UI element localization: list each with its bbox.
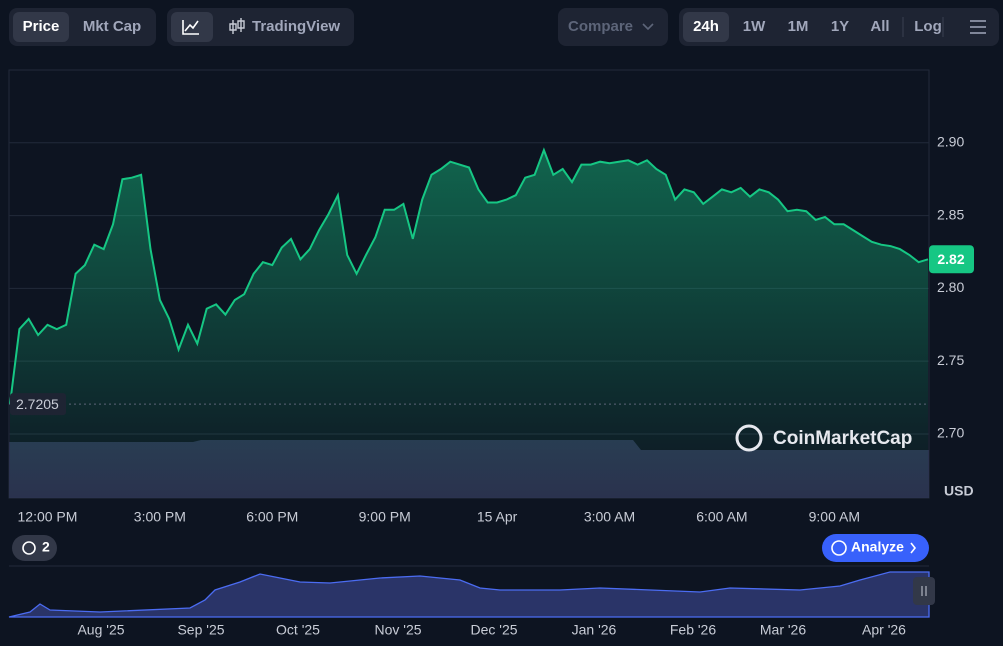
y-tick-label: 2.80 <box>937 279 964 295</box>
button-label[interactable]: TradingView <box>252 18 340 35</box>
x-tick-label: 3:00 PM <box>134 509 186 525</box>
button-label[interactable]: All <box>870 18 889 35</box>
navigator-label: Oct '25 <box>276 622 320 638</box>
y-tick-label: 2.85 <box>937 206 964 222</box>
x-tick-label: 6:00 PM <box>246 509 298 525</box>
x-tick-label: 3:00 AM <box>584 509 635 525</box>
y-tick-label: 2.70 <box>937 425 964 441</box>
navigator-label: Feb '26 <box>670 622 716 638</box>
button-label[interactable]: Compare <box>568 18 633 35</box>
button[interactable] <box>558 8 668 46</box>
analyze-button[interactable] <box>822 534 929 562</box>
watermark: CoinMarketCap <box>773 428 912 449</box>
toggle-group <box>679 8 999 46</box>
button-label[interactable]: 1Y <box>831 18 849 35</box>
area <box>10 150 928 498</box>
start-price-badge <box>10 393 66 416</box>
line-icon <box>182 20 199 35</box>
price-line <box>9 147 929 405</box>
y-tick-label: 2.75 <box>937 352 964 368</box>
button-label[interactable]: 1M <box>788 18 809 35</box>
button-label[interactable]: Mkt Cap <box>83 18 141 35</box>
history-count[interactable]: 2 <box>42 539 50 555</box>
navigator-label: Mar '26 <box>760 622 806 638</box>
navigator-label: Sep '25 <box>177 622 224 638</box>
plot: 2.7205 2.82 <box>9 147 974 498</box>
button[interactable] <box>13 12 69 42</box>
navigator-label: Dec '25 <box>470 622 517 638</box>
navigator-label: Aug '25 <box>77 622 124 638</box>
chevron <box>910 542 917 554</box>
x-tick-label: 9:00 PM <box>359 509 411 525</box>
current-price-label: 2.82 <box>937 251 964 267</box>
logo <box>735 424 763 452</box>
current-price-badge <box>929 245 974 274</box>
navigator-label: Nov '25 <box>374 622 421 638</box>
navigator-label: Apr '26 <box>862 622 906 638</box>
button-label[interactable]: Price <box>23 18 60 35</box>
toggle-group <box>167 8 354 46</box>
analyze-icon <box>831 540 847 556</box>
y-tick-label: 2.90 <box>937 133 964 149</box>
x-tick-label: 6:00 AM <box>696 509 747 525</box>
navigator-label: Jan '26 <box>572 622 617 638</box>
navigator-labels: Aug '25 Sep '25 Oct '25 Nov '25 Dec '25 Jan '… <box>77 622 906 638</box>
x-tick-label: 12:00 PM <box>18 509 78 525</box>
start-price-label: 2.7205 <box>16 396 59 412</box>
button-label[interactable]: Log <box>914 18 942 35</box>
x-tick-label: 15 Apr <box>477 509 518 525</box>
history-icon <box>22 541 36 555</box>
analyze-label[interactable]: Analyze <box>851 539 904 555</box>
chevron <box>642 23 654 31</box>
y-axis-label: USD <box>944 483 974 499</box>
button-label[interactable]: 24h <box>693 18 719 35</box>
candle-icon <box>229 18 245 34</box>
button-label[interactable]: 1W <box>743 18 766 35</box>
navigator-handle[interactable] <box>913 577 935 605</box>
x-tick-label: 9:00 AM <box>809 509 860 525</box>
handle-grip <box>921 586 927 596</box>
button[interactable] <box>683 12 729 42</box>
navigator-area <box>8 571 930 618</box>
settings-icon[interactable] <box>970 20 986 34</box>
range-buttons: 24h 1W 1M 1Y All <box>693 18 890 35</box>
